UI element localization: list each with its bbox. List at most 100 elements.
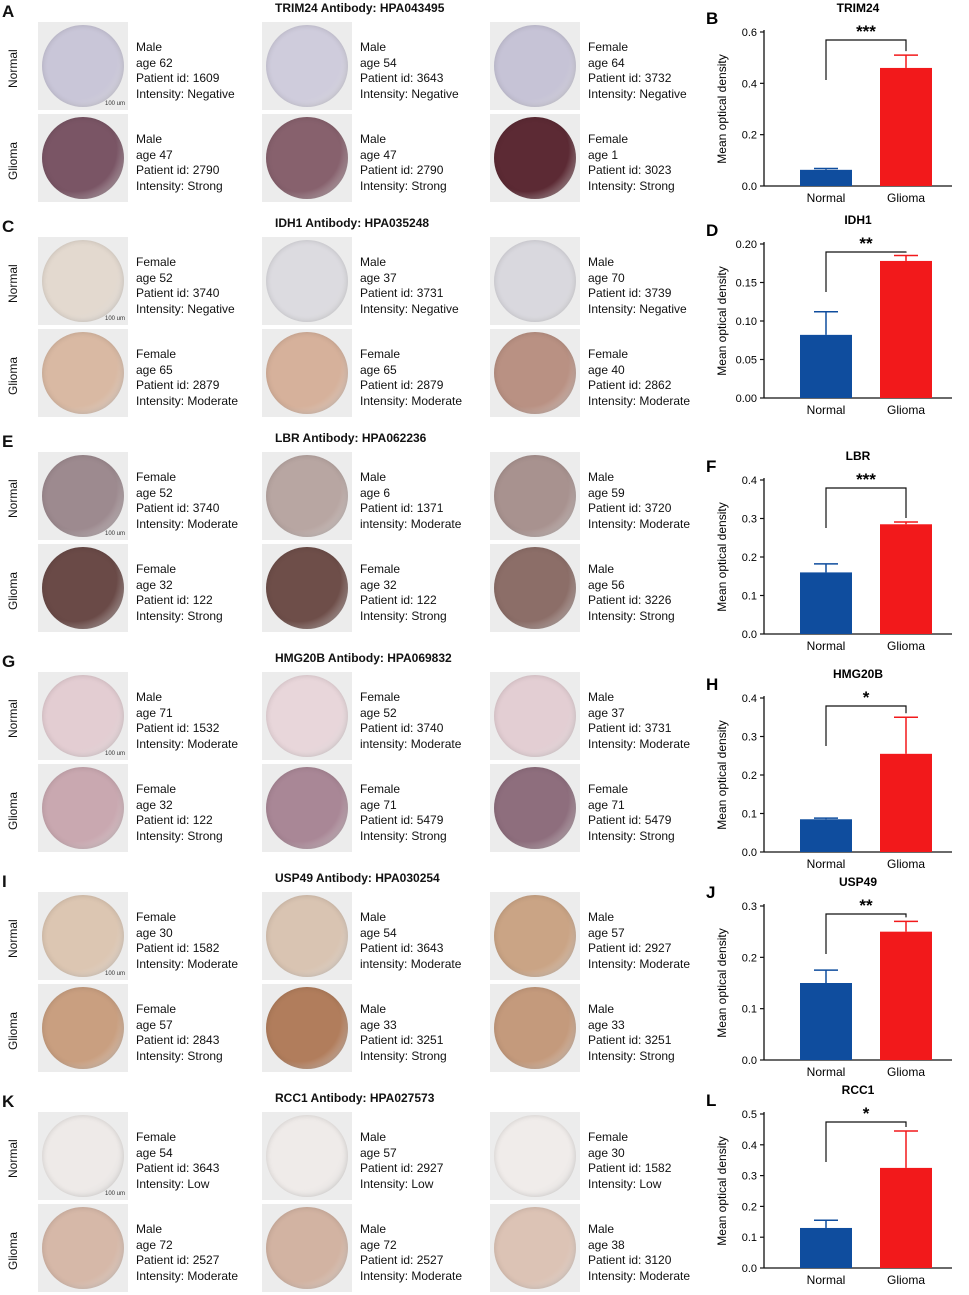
patient-pid: Patient id: 2862 — [588, 378, 672, 392]
panel-letter-d: D — [706, 221, 718, 240]
tissue-core-glioma-3 — [490, 329, 580, 417]
tissue-disc — [42, 25, 124, 107]
tissue-core-normal-1: 100 um — [38, 1112, 128, 1200]
patient-age: age 71 — [360, 797, 397, 812]
y-tick-label: 0.2 — [742, 952, 757, 964]
patient-info: Female age 32 Patient id: 122 Intensity: St… — [136, 782, 223, 844]
tissue-core-glioma-3 — [490, 1204, 580, 1292]
tissue-disc — [266, 1115, 348, 1197]
x-category-label: Glioma — [887, 639, 925, 653]
patient-pid: Patient id: 3720 — [588, 501, 672, 515]
patient-sex: Male — [588, 562, 615, 576]
patient-intensity: Intensity: Moderate — [360, 1268, 463, 1283]
tissue-disc — [266, 117, 348, 199]
y-tick-label: 0.0 — [742, 847, 757, 859]
patient-intensity: Intensity: Strong — [588, 178, 675, 193]
patient-sex: Female — [136, 910, 177, 924]
tissue-core-normal-3 — [490, 22, 580, 110]
tissue-disc — [42, 240, 124, 322]
y-tick-label: 0.5 — [742, 1109, 757, 1121]
significance-stars: * — [863, 1104, 870, 1123]
row-label-glioma: Glioma — [6, 791, 20, 830]
y-tick-label: 0.2 — [742, 552, 757, 564]
tissue-disc — [494, 1207, 576, 1289]
patient-sex: Male — [360, 132, 387, 146]
patient-sex: Male — [136, 132, 163, 146]
tissue-core-normal-2 — [262, 1112, 352, 1200]
y-tick-label: 0.0 — [742, 1263, 757, 1275]
panel-letter-l: L — [706, 1091, 716, 1110]
y-tick-label: 0.2 — [742, 130, 757, 142]
patient-sex: Male — [588, 690, 615, 704]
patient-sex: Male — [136, 1222, 163, 1236]
patient-age: age 30 — [588, 1145, 625, 1160]
patient-pid: Patient id: 2527 — [360, 1253, 444, 1267]
patient-age: age 33 — [360, 1017, 397, 1032]
patient-intensity: Intensity: Moderate — [360, 393, 463, 408]
significance-bracket — [825, 39, 907, 80]
antibody-title: RCC1 Antibody: HPA027573 — [275, 1091, 435, 1105]
bar-chart-b: B TRIM24 Mean optical density 0.0 0.2 0.4 0.6 N… — [706, 1, 952, 205]
y-tick-label: 0.3 — [742, 901, 757, 913]
chart-title: IDH1 — [844, 213, 872, 227]
patient-pid: Patient id: 2927 — [360, 1161, 444, 1175]
patient-info: Male age 38 Patient id: 3120 Intensity: Mod… — [588, 1222, 690, 1284]
patient-age: age 59 — [588, 485, 625, 500]
patient-sex: Female — [588, 40, 629, 54]
patient-info: Male age 47 Patient id: 2790 Intensity: Str… — [136, 132, 223, 194]
tissue-core-normal-2 — [262, 672, 352, 760]
patient-pid: Patient id: 1532 — [136, 721, 220, 735]
patient-age: age 30 — [136, 925, 173, 940]
y-tick-label: 0.0 — [742, 1055, 757, 1067]
antibody-title: TRIM24 Antibody: HPA043495 — [275, 1, 445, 15]
panel-letter-f: F — [706, 457, 716, 476]
y-axis-label: Mean optical density — [715, 928, 729, 1037]
y-tick-label: 0.4 — [742, 78, 757, 90]
patient-intensity: Intensity: Strong — [136, 1048, 223, 1063]
patient-intensity: Intensity: Moderate — [588, 393, 691, 408]
chart-title: HMG20B — [833, 667, 883, 681]
patient-age: age 1 — [588, 147, 619, 162]
patient-intensity: Intensity: Negative — [588, 86, 687, 101]
patient-pid: Patient id: 3226 — [588, 593, 672, 607]
antibody-title: HMG20B Antibody: HPA069832 — [275, 651, 452, 665]
patient-pid: Patient id: 3643 — [360, 941, 444, 955]
significance-stars: *** — [856, 470, 876, 489]
tissue-disc — [42, 455, 124, 537]
patient-info: Male age 62 Patient id: 1609 Intensity: Neg… — [136, 40, 235, 102]
significance-stars: ** — [859, 234, 873, 253]
patient-info: Male age 71 Patient id: 1532 Intensity: Mod… — [136, 690, 238, 752]
tissue-core-normal-2 — [262, 892, 352, 980]
patient-info: Female age 52 Patient id: 3740 intensity: M… — [360, 690, 461, 752]
patient-pid: Patient id: 3251 — [588, 1033, 672, 1047]
tissue-disc — [42, 1115, 124, 1197]
x-category-label: Normal — [807, 639, 846, 653]
tissue-core-normal-1: 100 um — [38, 452, 128, 540]
y-tick-label: 0.0 — [742, 181, 757, 193]
x-category-label: Normal — [807, 857, 846, 871]
patient-intensity: intensity: Moderate — [360, 956, 462, 971]
bar-glioma — [880, 1167, 932, 1268]
patient-age: age 62 — [136, 55, 173, 70]
patient-intensity: Intensity: Low — [588, 1176, 662, 1191]
patient-sex: Male — [588, 1222, 615, 1236]
tissue-core-normal-3 — [490, 1112, 580, 1200]
y-tick-label: 0.1 — [742, 1004, 757, 1016]
bar-glioma — [880, 753, 932, 852]
x-category-label: Glioma — [887, 1065, 925, 1079]
tissue-disc — [266, 547, 348, 629]
patient-sex: Female — [136, 1130, 177, 1144]
row-label-normal: Normal — [6, 479, 20, 518]
patient-age: age 47 — [360, 147, 397, 162]
x-category-label: Normal — [807, 1065, 846, 1079]
tissue-disc — [266, 25, 348, 107]
significance-stars: * — [863, 688, 870, 707]
patient-age: age 37 — [360, 270, 397, 285]
patient-info: Male age 33 Patient id: 3251 Intensity: Str… — [588, 1002, 675, 1064]
patient-age: age 64 — [588, 55, 625, 70]
bar-glioma — [880, 524, 932, 634]
tissue-disc — [494, 987, 576, 1069]
patient-pid: Patient id: 2879 — [136, 378, 220, 392]
panel-letter-g: G — [2, 652, 16, 671]
patient-info: Male age 57 Patient id: 2927 Intensity: Low — [360, 1130, 443, 1192]
